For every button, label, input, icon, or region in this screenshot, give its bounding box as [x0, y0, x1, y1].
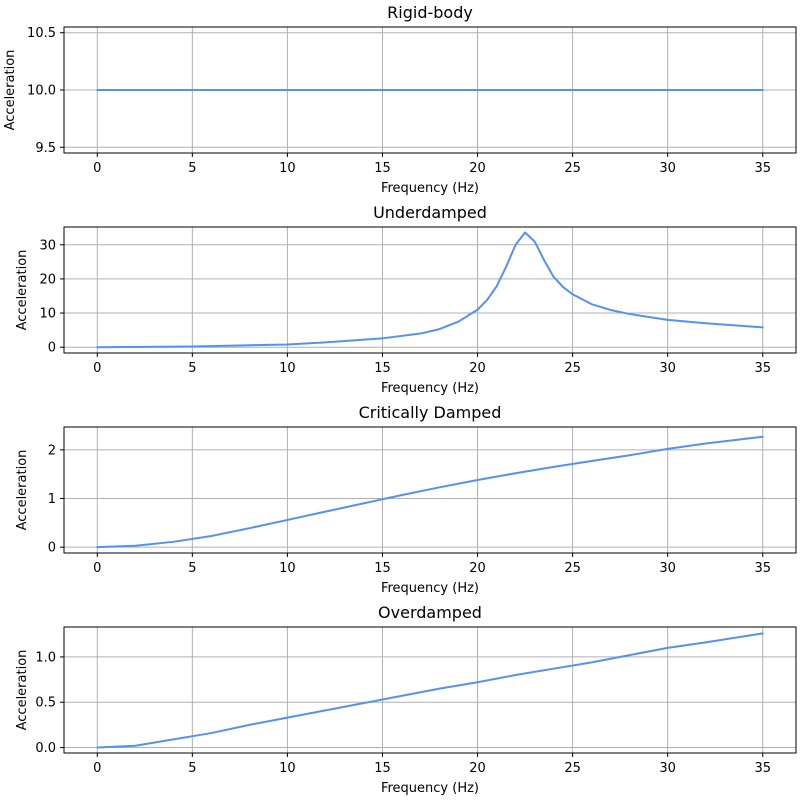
subplot-title: Underdamped — [373, 203, 487, 222]
y-tick-label: 0 — [48, 541, 56, 556]
y-axis-label: Acceleration — [15, 250, 30, 331]
y-axis-label: Acceleration — [15, 450, 30, 531]
x-tick-label: 15 — [374, 161, 391, 176]
x-tick-label: 0 — [93, 561, 101, 576]
x-tick-label: 0 — [93, 761, 101, 776]
y-tick-label: 9.5 — [35, 141, 56, 156]
x-tick-label: 15 — [374, 361, 391, 376]
x-tick-label: 0 — [93, 161, 101, 176]
x-tick-label: 0 — [93, 361, 101, 376]
x-axis-label: Frequency (Hz) — [381, 581, 479, 596]
y-tick-label: 0.5 — [35, 696, 56, 711]
axes-frame — [63, 226, 797, 354]
x-tick-label: 10 — [279, 361, 296, 376]
subplot-2: 0 5 10 15 20 25 30 35 0 10 20 30 Underdamped Frequenc… — [15, 203, 797, 396]
y-tick-label: 0.0 — [35, 741, 56, 756]
x-tick-label: 5 — [188, 561, 196, 576]
axes-frame — [63, 426, 797, 554]
y-tick-label: 10.5 — [27, 26, 56, 41]
y-axis-label: Acceleration — [15, 650, 30, 731]
x-axis-label: Frequency (Hz) — [381, 781, 479, 796]
x-tick-label: 15 — [374, 561, 391, 576]
y-tick-label: 10 — [39, 307, 56, 322]
x-tick-label: 10 — [279, 561, 296, 576]
y-tick-label: 30 — [39, 238, 56, 253]
y-tick-label: 10.0 — [27, 84, 56, 99]
y-tick-label: 1.0 — [35, 650, 56, 665]
x-tick-label: 30 — [659, 161, 676, 176]
x-tick-label: 20 — [469, 561, 486, 576]
y-tick-label: 2 — [48, 443, 56, 458]
x-tick-label: 10 — [279, 161, 296, 176]
x-tick-label: 25 — [564, 761, 581, 776]
series-line — [96, 632, 764, 749]
x-tick-label: 5 — [188, 761, 196, 776]
subplot-title: Critically Damped — [359, 403, 502, 422]
x-tick-label: 5 — [188, 161, 196, 176]
subplot-4: 0 5 10 15 20 25 30 35 0.0 0.5 1.0 Overdamped Frequen… — [15, 603, 797, 796]
series-line — [96, 231, 764, 349]
subplot-title: Rigid-body — [387, 3, 473, 22]
x-tick-label: 30 — [659, 561, 676, 576]
y-axis-label: Acceleration — [3, 50, 18, 131]
series-line — [96, 435, 764, 549]
x-axis-label: Frequency (Hz) — [381, 181, 479, 196]
x-tick-label: 30 — [659, 761, 676, 776]
subplot-title: Overdamped — [378, 603, 482, 622]
x-tick-label: 35 — [754, 561, 771, 576]
x-tick-label: 5 — [188, 361, 196, 376]
x-tick-label: 35 — [754, 761, 771, 776]
x-tick-label: 20 — [469, 761, 486, 776]
x-tick-label: 10 — [279, 761, 296, 776]
x-tick-label: 35 — [754, 361, 771, 376]
x-tick-label: 25 — [564, 561, 581, 576]
y-tick-label: 0 — [48, 341, 56, 356]
y-tick-label: 20 — [39, 272, 56, 287]
x-tick-label: 35 — [754, 161, 771, 176]
x-tick-label: 25 — [564, 161, 581, 176]
x-tick-label: 25 — [564, 361, 581, 376]
subplot-3: 0 5 10 15 20 25 30 35 0 1 2 Critically Damped Freque… — [15, 403, 797, 596]
subplot-1: 0 5 10 15 20 25 30 35 9.5 10.0 10.5 Rigid-body Frequ… — [3, 3, 797, 196]
axes-frame — [63, 626, 797, 754]
x-tick-label: 20 — [469, 161, 486, 176]
x-tick-label: 15 — [374, 761, 391, 776]
x-tick-label: 30 — [659, 361, 676, 376]
x-axis-label: Frequency (Hz) — [381, 381, 479, 396]
y-tick-label: 1 — [48, 492, 56, 507]
x-tick-label: 20 — [469, 361, 486, 376]
